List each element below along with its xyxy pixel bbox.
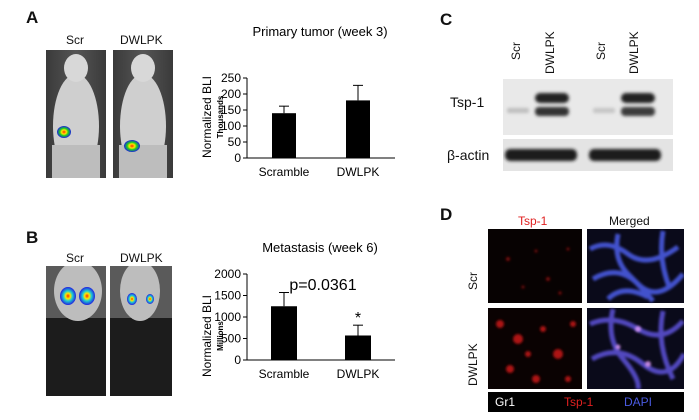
panel-a-letter: A bbox=[26, 8, 39, 27]
panel-b-ylabel: Normalized BLI bbox=[200, 295, 214, 377]
panel-b-bar bbox=[345, 335, 371, 360]
legend-tsp1: Tsp-1 bbox=[564, 395, 594, 409]
panel-b-photo-label-dwlpk: DWLPK bbox=[120, 251, 163, 265]
panel-b-ytick-label: 2000 bbox=[214, 267, 241, 281]
lane-label: Scr bbox=[509, 42, 523, 60]
panel-c-lane-labels: Scr DWLPK Scr DWLPK bbox=[507, 26, 657, 86]
panel-d-micrographs bbox=[488, 229, 684, 389]
panel-a-ytick-label: 100 bbox=[221, 119, 241, 133]
panel-b-pvalue: p=0.0361 bbox=[289, 277, 356, 294]
panel-a-photo-label-dwlpk: DWLPK bbox=[120, 33, 163, 47]
panel-b-xtick-label: Scramble bbox=[259, 367, 310, 381]
panel-b-chart-title: Metastasis (week 6) bbox=[262, 240, 378, 255]
panel-c-western-blot bbox=[503, 79, 673, 171]
lane-label: DWLPK bbox=[627, 31, 641, 74]
panel-a-mouse-scr-photo bbox=[46, 50, 106, 178]
panel-a-bar bbox=[272, 113, 296, 158]
panel-a-ytick-label: 250 bbox=[221, 71, 241, 85]
panel-d-letter: D bbox=[440, 205, 453, 224]
panel-b-letter: B bbox=[26, 228, 39, 247]
lane-label: Scr bbox=[594, 42, 608, 60]
panel-a-xtick-label: DWLPK bbox=[337, 165, 380, 179]
panel-a-bar bbox=[346, 100, 370, 158]
panel-a-ylabel: Normalized BLI bbox=[200, 76, 214, 158]
panel-a-ytick-label: 200 bbox=[221, 87, 241, 101]
panel-a-ytick-label: 0 bbox=[234, 151, 241, 165]
legend-dapi: DAPI bbox=[624, 395, 653, 409]
panel-b-ytick-label: 500 bbox=[221, 332, 241, 346]
panel-b-xtick-label: DWLPK bbox=[337, 367, 380, 381]
blot-row-label-actin: β-actin bbox=[447, 147, 490, 163]
panel-a-yunit: Thousands bbox=[216, 95, 225, 138]
panel-a-chart-title: Primary tumor (week 3) bbox=[252, 24, 387, 39]
panel-b-bar bbox=[271, 306, 297, 360]
panel-a-xtick-label: Scramble bbox=[259, 165, 310, 179]
panel-b-ytick-label: 1000 bbox=[214, 310, 241, 324]
blot-row-label-tsp1: Tsp-1 bbox=[450, 94, 485, 110]
panel-a-chart: Primary tumor (week 3) Normalized BLI Th… bbox=[200, 24, 395, 179]
panel-a-photo-label-scr: Scr bbox=[66, 33, 84, 47]
panel-d-row-label-scr: Scr bbox=[466, 272, 480, 290]
panel-a-ytick-label: 50 bbox=[228, 135, 242, 149]
panel-a-mouse-dwlpk-photo bbox=[113, 50, 173, 178]
panel-d-legend: Gr1 Tsp-1 DAPI bbox=[488, 392, 684, 412]
panel-b-mouse-photos bbox=[46, 266, 172, 396]
panel-b-significance-mark: * bbox=[355, 310, 361, 327]
panel-b-chart: Metastasis (week 6) Normalized BLI Milli… bbox=[200, 240, 395, 381]
panel-a-ytick-label: 150 bbox=[221, 103, 241, 117]
panel-d-row-label-dwlpk: DWLPK bbox=[466, 343, 480, 386]
panel-b-ytick-label: 1500 bbox=[214, 289, 241, 303]
panel-b-yunit: Millions bbox=[216, 321, 225, 351]
panel-c-letter: C bbox=[440, 10, 453, 29]
lane-label: DWLPK bbox=[543, 31, 557, 74]
panel-b-photo-label-scr: Scr bbox=[66, 251, 84, 265]
panel-d-col-label-tsp1: Tsp-1 bbox=[518, 214, 548, 228]
panel-b-ytick-label: 0 bbox=[234, 353, 241, 367]
legend-gr1: Gr1 bbox=[495, 395, 516, 409]
panel-d-col-label-merged: Merged bbox=[609, 214, 650, 228]
